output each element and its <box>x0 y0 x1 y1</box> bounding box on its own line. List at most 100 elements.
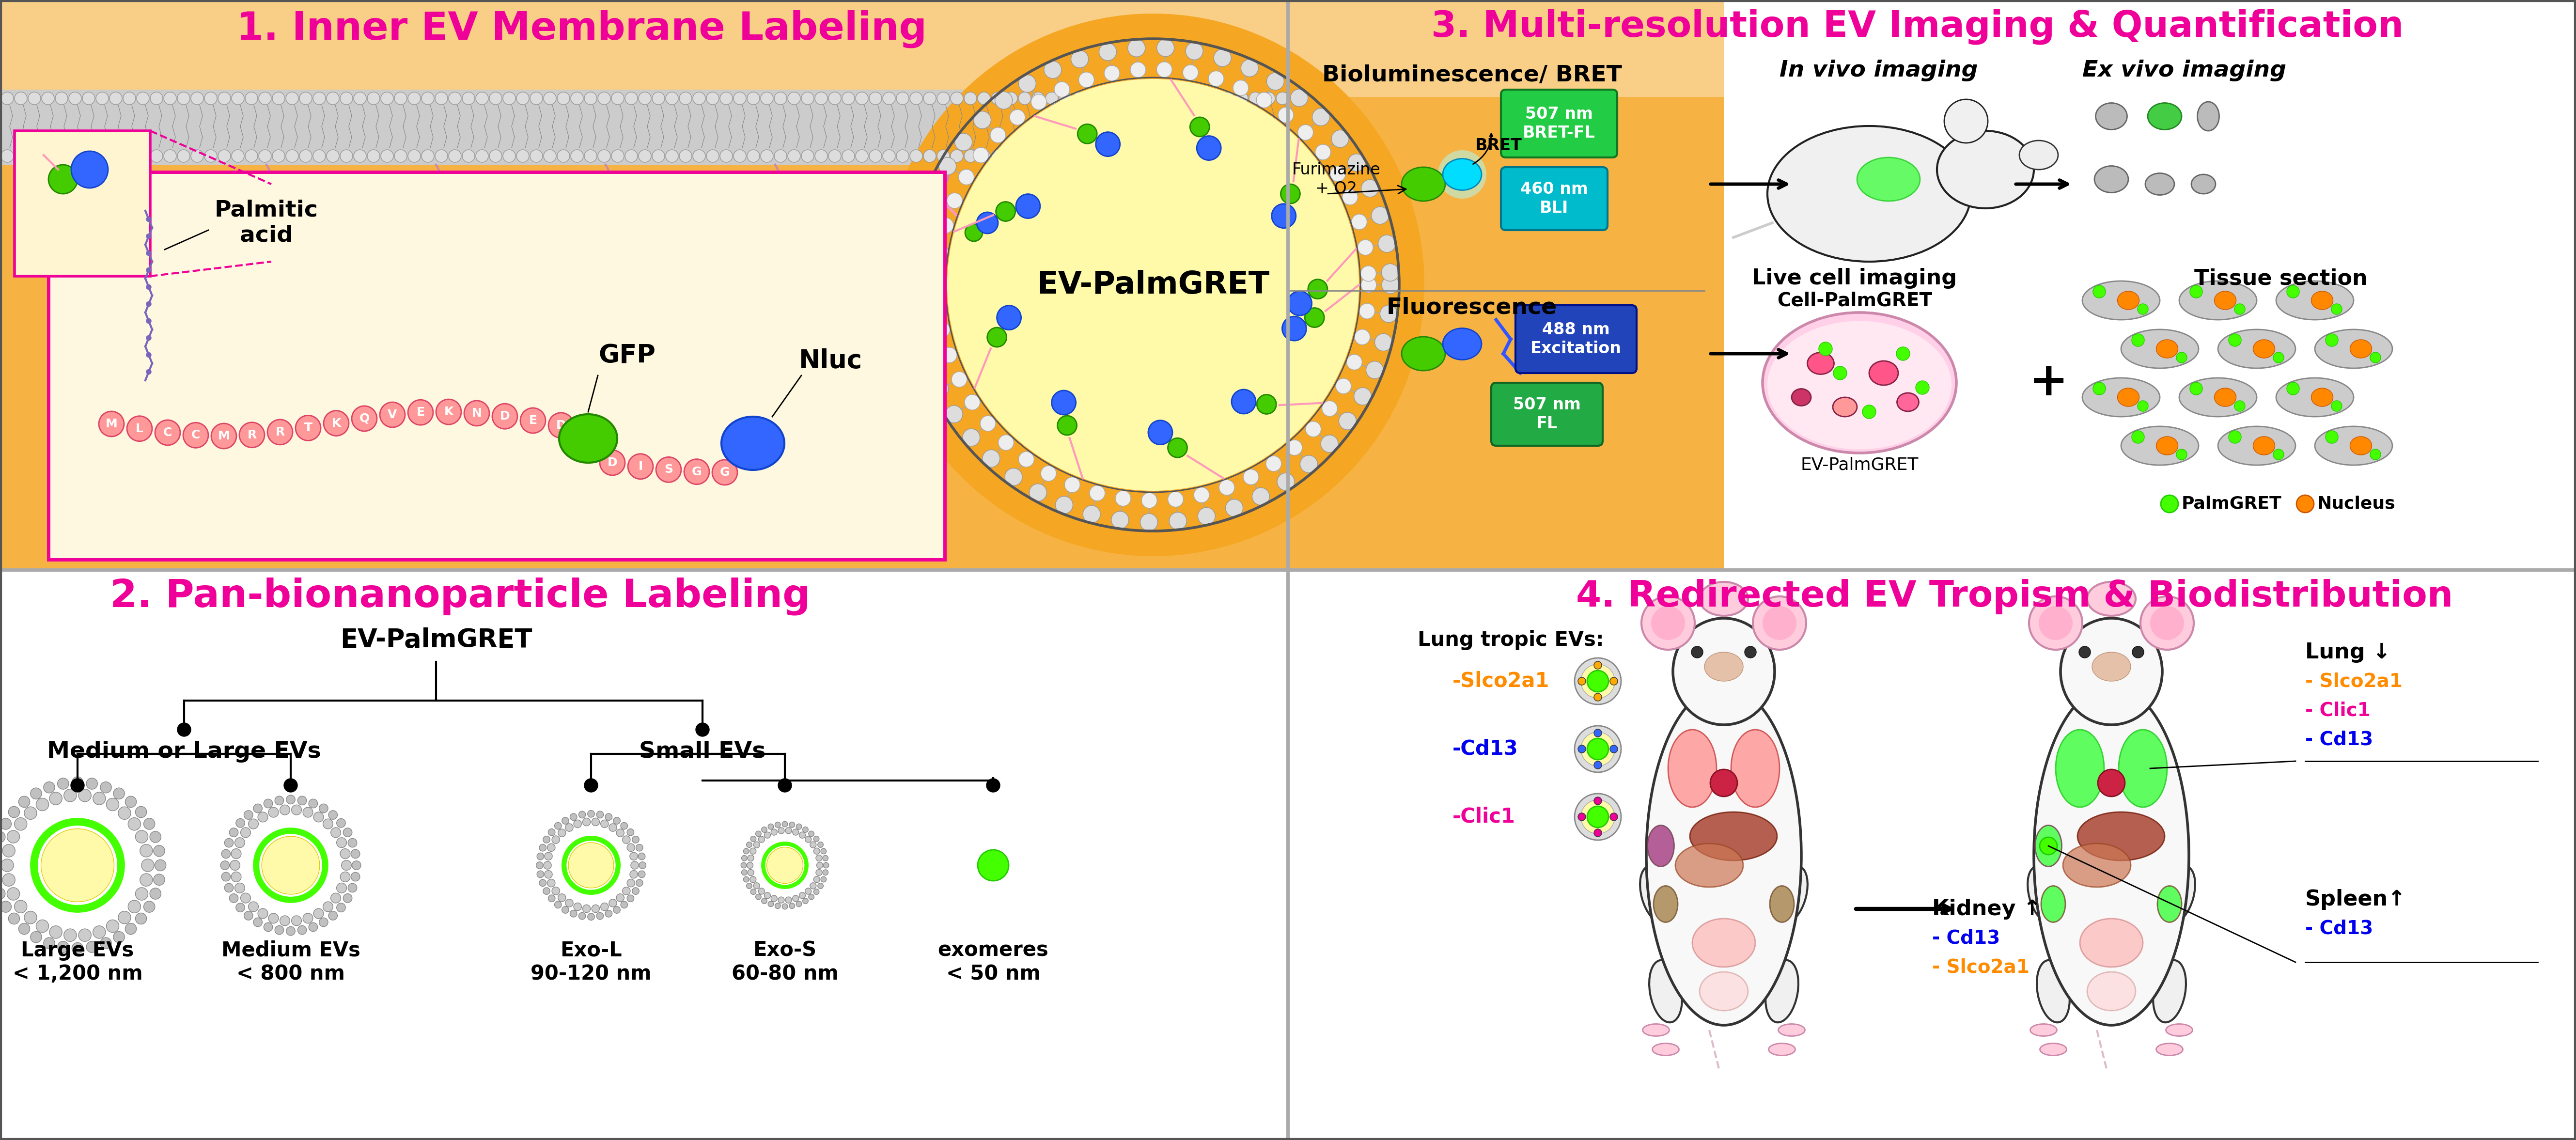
Circle shape <box>2272 352 2285 363</box>
Circle shape <box>263 922 273 931</box>
Circle shape <box>976 212 997 234</box>
Ellipse shape <box>2081 377 2159 416</box>
Ellipse shape <box>2166 1024 2192 1036</box>
Circle shape <box>1321 401 1337 416</box>
Circle shape <box>626 92 639 105</box>
Circle shape <box>1087 149 1100 162</box>
Circle shape <box>909 149 922 162</box>
Circle shape <box>1370 206 1388 225</box>
Circle shape <box>191 149 204 162</box>
Circle shape <box>907 268 925 285</box>
Bar <box>49 172 945 560</box>
Circle shape <box>940 348 956 363</box>
Circle shape <box>1218 480 1234 495</box>
Circle shape <box>817 842 824 847</box>
Ellipse shape <box>2087 581 2136 616</box>
Circle shape <box>822 848 827 854</box>
Circle shape <box>1582 732 1615 766</box>
Circle shape <box>283 779 296 792</box>
Circle shape <box>639 92 652 105</box>
Circle shape <box>760 149 773 162</box>
Circle shape <box>222 861 229 870</box>
Circle shape <box>569 814 577 821</box>
Text: Medium EVs
< 800 nm: Medium EVs < 800 nm <box>222 940 361 984</box>
Bar <box>1288 0 1723 97</box>
Text: GFP: GFP <box>598 343 654 368</box>
Text: E: E <box>417 407 425 418</box>
Circle shape <box>556 149 569 162</box>
Circle shape <box>842 149 855 162</box>
Circle shape <box>2370 352 2380 363</box>
Circle shape <box>407 92 420 105</box>
Circle shape <box>118 911 131 923</box>
Circle shape <box>1265 456 1280 471</box>
Circle shape <box>309 799 317 808</box>
Circle shape <box>605 814 613 821</box>
Circle shape <box>1257 92 1273 108</box>
Circle shape <box>70 92 82 105</box>
Circle shape <box>70 149 82 162</box>
Circle shape <box>750 848 757 854</box>
Circle shape <box>824 863 829 868</box>
Text: K: K <box>332 417 340 429</box>
Circle shape <box>1236 92 1247 105</box>
Text: G: G <box>693 466 701 478</box>
Circle shape <box>997 306 1020 329</box>
Circle shape <box>319 918 327 927</box>
Circle shape <box>786 828 791 833</box>
Circle shape <box>234 884 245 893</box>
Text: 507 nm
BRET-FL: 507 nm BRET-FL <box>1522 106 1595 141</box>
Ellipse shape <box>2038 960 2069 1023</box>
Circle shape <box>368 92 379 105</box>
Circle shape <box>2228 431 2241 443</box>
Circle shape <box>286 92 299 105</box>
Circle shape <box>1018 92 1030 105</box>
Circle shape <box>41 149 54 162</box>
Circle shape <box>768 902 773 906</box>
Circle shape <box>448 149 461 162</box>
Circle shape <box>49 164 77 194</box>
Circle shape <box>381 92 394 105</box>
Circle shape <box>994 91 1012 109</box>
Ellipse shape <box>2349 437 2372 455</box>
Ellipse shape <box>1793 389 1811 406</box>
Circle shape <box>621 822 629 830</box>
Ellipse shape <box>2030 1024 2056 1036</box>
Circle shape <box>562 817 569 824</box>
Circle shape <box>1579 813 1587 821</box>
Circle shape <box>1018 451 1033 467</box>
Circle shape <box>299 212 319 234</box>
Circle shape <box>1185 42 1203 59</box>
Circle shape <box>340 872 350 882</box>
Circle shape <box>183 423 209 448</box>
Circle shape <box>1352 214 1368 229</box>
Circle shape <box>64 929 77 942</box>
Circle shape <box>1337 378 1352 393</box>
Circle shape <box>1381 306 1396 323</box>
Circle shape <box>592 905 600 913</box>
Circle shape <box>1610 677 1618 685</box>
Circle shape <box>1167 92 1180 105</box>
Circle shape <box>1582 665 1615 698</box>
Circle shape <box>611 149 623 162</box>
Circle shape <box>137 913 147 925</box>
Circle shape <box>2331 303 2342 315</box>
Circle shape <box>1301 455 1316 473</box>
Ellipse shape <box>2020 140 2058 170</box>
Bar <box>1288 570 2576 1140</box>
Circle shape <box>987 327 1007 347</box>
Circle shape <box>1077 124 1097 144</box>
Ellipse shape <box>1443 328 1481 360</box>
Circle shape <box>44 937 54 948</box>
Text: C: C <box>191 430 201 441</box>
Circle shape <box>142 858 155 872</box>
Circle shape <box>304 807 312 817</box>
Circle shape <box>744 848 750 854</box>
Text: EV-PalmGRET: EV-PalmGRET <box>1801 457 1919 473</box>
Circle shape <box>247 819 258 829</box>
Text: E: E <box>528 415 536 426</box>
Circle shape <box>325 410 348 435</box>
Bar <box>0 97 1288 570</box>
Circle shape <box>1059 92 1072 105</box>
Circle shape <box>598 812 603 819</box>
